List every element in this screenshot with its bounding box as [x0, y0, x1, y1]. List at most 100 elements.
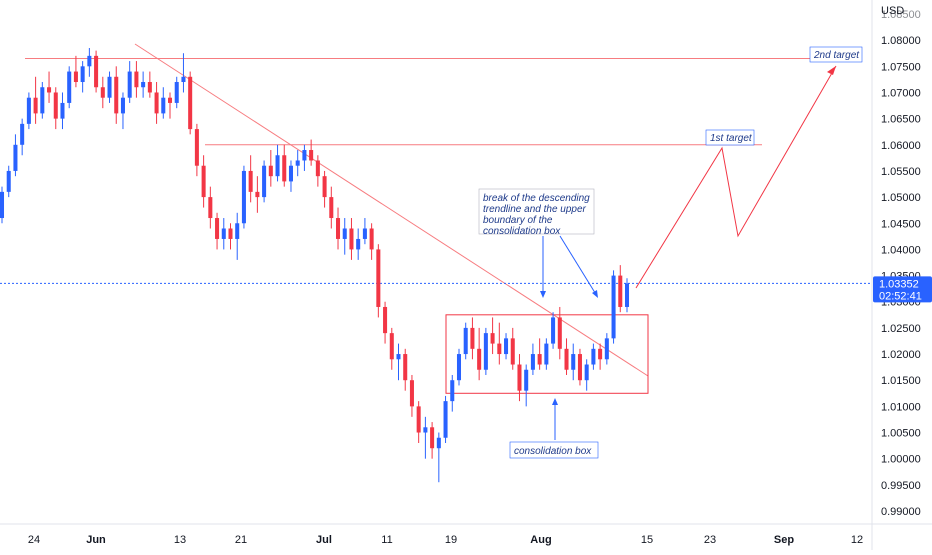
break-arrow-diagonal — [559, 235, 598, 297]
candle-body — [40, 87, 45, 114]
candle-body — [477, 348, 482, 370]
candle-body — [288, 165, 293, 182]
candle-body — [215, 218, 220, 239]
candle-body — [463, 327, 468, 355]
break-arrowhead-down — [540, 291, 546, 298]
candle — [268, 150, 273, 187]
candle-body — [396, 354, 401, 360]
candle-body — [356, 238, 361, 250]
candle — [470, 317, 475, 360]
price-tick-label: 1.06500 — [881, 114, 921, 126]
candle-body — [100, 87, 105, 98]
candle — [369, 223, 374, 260]
candle — [228, 223, 233, 250]
candle — [20, 118, 25, 156]
candle-body — [228, 228, 233, 239]
candle-body — [167, 97, 173, 103]
candle — [107, 71, 112, 103]
candle-body — [524, 369, 529, 391]
candle-body — [94, 55, 99, 88]
candle — [73, 55, 78, 88]
candle-body — [20, 123, 25, 145]
last-price-value: 1.03352 — [879, 278, 919, 290]
break-annotation-line: break of the descending — [483, 193, 590, 204]
candle-body — [147, 82, 152, 93]
candle — [141, 71, 146, 98]
candle-body — [255, 191, 260, 198]
candle — [557, 306, 562, 360]
candle-body — [490, 333, 495, 344]
candle — [423, 416, 428, 459]
price-tick-label: 0.99000 — [881, 506, 921, 518]
break-annotation[interactable]: break of the descending trendline and the… — [478, 188, 598, 298]
target2-annotation[interactable]: 2nd target — [809, 46, 863, 63]
candle-body — [141, 82, 146, 88]
candle-body — [369, 228, 374, 250]
candle — [490, 317, 495, 355]
candle — [94, 50, 99, 93]
break-annotation-box — [478, 188, 595, 235]
price-tick-label: 1.01500 — [881, 375, 921, 387]
candle-body — [604, 338, 609, 360]
consolidation-box[interactable] — [445, 314, 649, 394]
candle-body — [497, 343, 502, 355]
candle — [409, 374, 414, 417]
candle — [194, 123, 199, 177]
candle — [114, 66, 119, 124]
candle-body — [302, 150, 307, 161]
projection-path[interactable] — [635, 65, 837, 289]
candle-body — [336, 218, 341, 239]
candle — [295, 150, 300, 177]
candle — [188, 71, 193, 135]
candle-body — [470, 327, 475, 349]
candle — [67, 66, 72, 109]
candle-body — [67, 71, 72, 103]
candle — [483, 327, 488, 375]
candle — [127, 61, 132, 103]
candle-body — [0, 191, 5, 219]
candle — [329, 186, 334, 229]
target2-box — [809, 46, 863, 63]
candle-body — [262, 165, 267, 198]
candle-body — [577, 354, 582, 381]
target1-box — [705, 129, 755, 146]
candle-body — [362, 228, 367, 239]
candle-body — [161, 97, 166, 114]
descending-trendline[interactable] — [134, 43, 649, 377]
candle-body — [389, 333, 394, 360]
box-annotation[interactable]: consolidation box — [509, 398, 599, 459]
price-tick-label: 1.00500 — [881, 428, 921, 440]
price-tick-label: 1.05500 — [881, 166, 921, 178]
time-axis[interactable]: 24 Jun 13 21 Jul 11 19 Aug 15 23 Sep 12 — [28, 534, 863, 546]
candle-body — [598, 348, 603, 360]
candle — [463, 322, 468, 360]
target1-annotation[interactable]: 1st target — [705, 129, 755, 146]
price-tick-label: 1.04500 — [881, 218, 921, 230]
time-tick-label: 23 — [704, 534, 716, 546]
price-tick-label: 1.08500 — [881, 9, 921, 21]
candle — [201, 155, 206, 208]
candle-body — [403, 354, 408, 381]
candle — [551, 312, 556, 349]
candle-body — [53, 92, 58, 119]
candle — [315, 155, 320, 187]
candle-body — [537, 354, 542, 365]
candle-body — [443, 401, 448, 438]
candle-body — [134, 71, 139, 88]
candle-body — [436, 437, 441, 449]
candle-body — [47, 87, 52, 93]
time-tick-label: 19 — [445, 534, 457, 546]
candle-body — [510, 338, 515, 365]
price-tick-label: 1.02500 — [881, 323, 921, 335]
candle-body — [127, 71, 132, 98]
candle-body — [624, 283, 630, 307]
price-tick-label: 1.08000 — [881, 35, 921, 47]
candle — [167, 92, 173, 119]
candle-body — [107, 76, 112, 98]
candle — [342, 218, 347, 255]
candle — [282, 144, 287, 187]
candle — [275, 144, 280, 182]
price-tick-label: 1.00000 — [881, 454, 921, 466]
